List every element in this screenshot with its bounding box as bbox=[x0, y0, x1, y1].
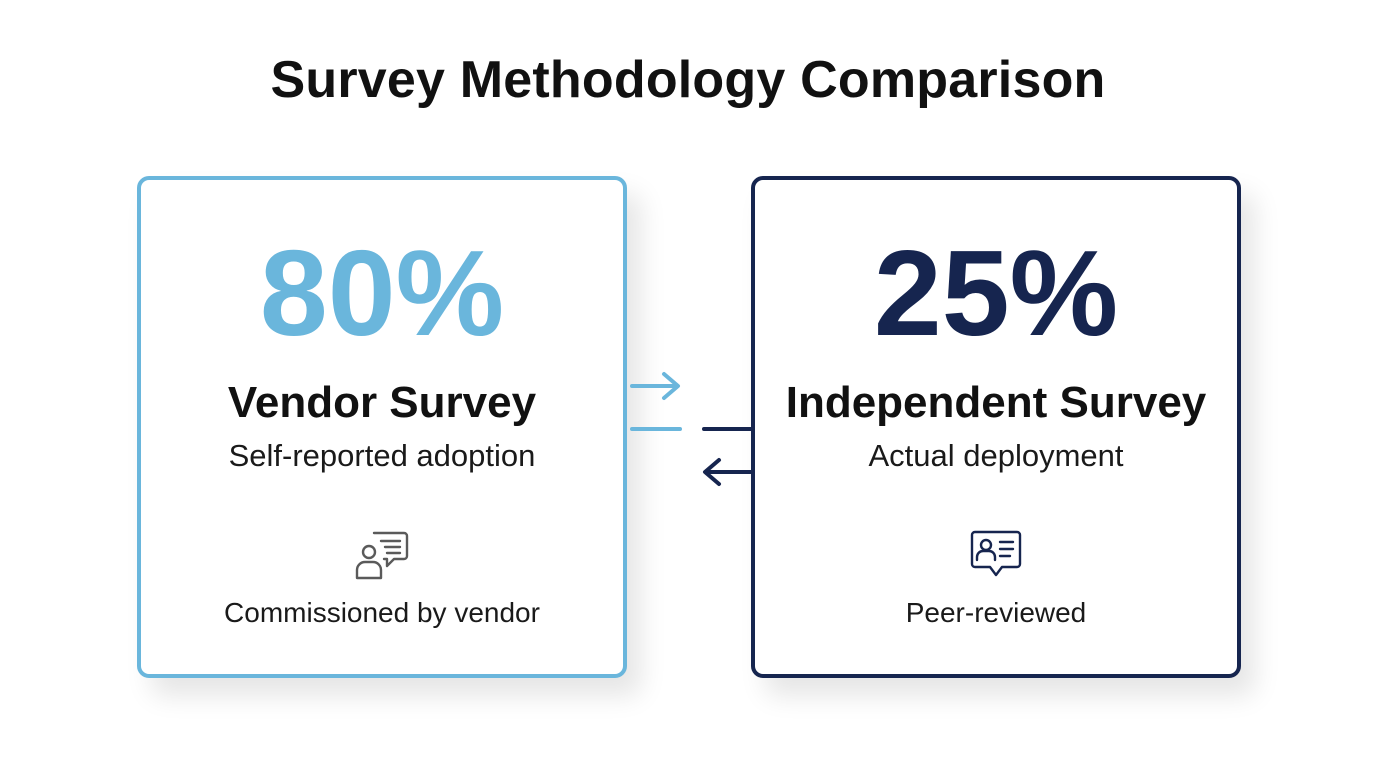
vendor-percentage: 80% bbox=[259, 225, 505, 361]
independent-card-title: Independent Survey bbox=[785, 378, 1207, 427]
page-title: Survey Methodology Comparison bbox=[270, 51, 1106, 109]
vendor-card-subtitle: Self-reported adoption bbox=[228, 438, 536, 473]
profile-card-icon bbox=[970, 530, 1022, 577]
independent-card-subtitle: Actual deployment bbox=[868, 438, 1124, 473]
independent-percentage: 25% bbox=[873, 225, 1119, 361]
independent-survey-card: 25% Independent Survey Actual deployment… bbox=[751, 176, 1241, 678]
arrow-left-navy-head bbox=[703, 458, 721, 486]
arrow-right-light-head bbox=[662, 372, 680, 400]
person-speech-icon bbox=[355, 531, 409, 580]
independent-card-footer: Peer-reviewed bbox=[905, 597, 1087, 628]
vendor-survey-card: 80% Vendor Survey Self-reported adoption… bbox=[137, 176, 627, 678]
vendor-card-footer: Commissioned by vendor bbox=[224, 597, 540, 628]
vendor-card-title: Vendor Survey bbox=[227, 378, 537, 427]
